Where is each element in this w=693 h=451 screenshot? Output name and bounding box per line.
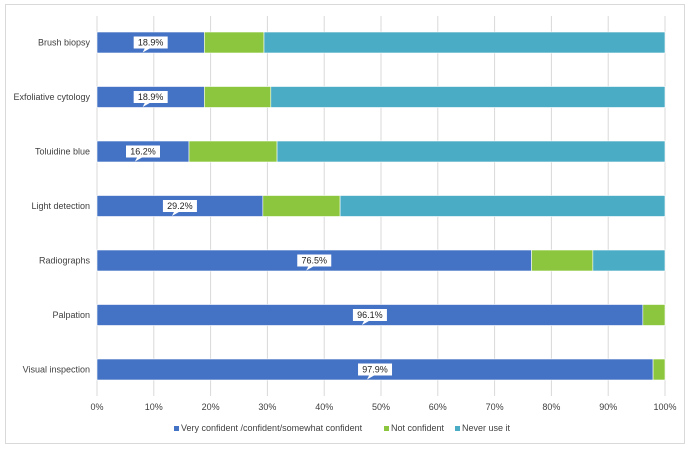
bar-segment: [652, 358, 666, 381]
data-label-box: [133, 91, 168, 103]
x-tick-label: 30%: [258, 402, 276, 412]
data-label: 96.1%: [352, 309, 387, 325]
legend-swatch: [174, 426, 179, 431]
data-label-text: 97.9%: [362, 365, 388, 375]
x-tick-label: 100%: [653, 402, 676, 412]
data-label-text: 18.9%: [138, 92, 164, 102]
data-label-text: 76.5%: [301, 256, 327, 266]
bar-segment: [592, 249, 666, 272]
bar-segment: [642, 304, 666, 326]
legend-label: Very confident /confident/somewhat confi…: [181, 423, 363, 433]
data-label-box: [133, 36, 168, 49]
x-tick-label: 60%: [429, 402, 447, 412]
data-label-pointer: [142, 103, 150, 107]
category-label: Brush biopsy: [38, 38, 91, 48]
data-label-text: 18.9%: [138, 38, 164, 48]
x-tick-labels: 0% 10% 20% 30% 40% 50% 60% 70% 80% 90% 100%: [90, 402, 676, 412]
bar-segment: [270, 86, 666, 108]
data-label-text: 96.1%: [357, 310, 383, 320]
legend-item: Very confident /confident/somewhat confi…: [174, 423, 363, 433]
legend-label: Not confident: [391, 423, 445, 433]
legend-swatch: [455, 426, 460, 431]
bar-segment: [531, 249, 594, 272]
data-label: 97.9%: [358, 363, 393, 380]
bar-segment: [339, 195, 666, 217]
bar-segment: [204, 31, 265, 54]
category-label: Radiographs: [39, 256, 91, 266]
x-tick-label: 50%: [372, 402, 390, 412]
x-tick-label: 70%: [486, 402, 504, 412]
x-tick-label: 80%: [542, 402, 560, 412]
x-tick-label: 20%: [202, 402, 220, 412]
data-label-pointer: [361, 321, 369, 325]
bar-segment: [276, 140, 666, 163]
x-tick-label: 0%: [90, 402, 103, 412]
bar-segment: [262, 195, 341, 217]
data-label-box: [297, 254, 332, 267]
data-label-box: [352, 309, 387, 321]
data-label: 18.9%: [133, 91, 168, 107]
legend: Very confident /confident/somewhat confi…: [174, 423, 511, 433]
bar-segment: [263, 31, 666, 54]
x-tick-label: 40%: [315, 402, 333, 412]
category-label: Toluidine blue: [35, 147, 90, 157]
data-label-text: 29.2%: [167, 201, 193, 211]
data-label: 29.2%: [162, 200, 197, 216]
data-label-pointer: [367, 375, 375, 380]
bar-segment: [204, 86, 272, 108]
data-label-box: [162, 200, 197, 212]
data-label: 16.2%: [126, 145, 161, 162]
category-label: Exfoliative cytology: [13, 92, 90, 102]
data-label-pointer: [142, 48, 150, 53]
data-label-pointer: [171, 212, 179, 216]
legend-label: Never use it: [462, 423, 511, 433]
data-label-pointer: [135, 157, 143, 162]
category-label: Palpation: [52, 310, 90, 320]
category-labels: Brush biopsy Exfoliative cytology Toluidin…: [13, 38, 90, 375]
data-label-pointer: [306, 266, 314, 271]
x-tick-label: 10%: [145, 402, 163, 412]
legend-swatch: [384, 426, 389, 431]
category-label: Visual inspection: [23, 365, 90, 375]
bar-segment: [188, 140, 278, 163]
data-label-box: [358, 363, 393, 376]
data-label-box: [126, 145, 161, 158]
data-label: 76.5%: [297, 254, 332, 271]
legend-item: Not confident: [384, 423, 445, 433]
legend-item: Never use it: [455, 423, 511, 433]
category-label: Light detection: [31, 201, 90, 211]
data-labels: 18.9% 18.9% 16.2% 29.2% 76.5% 96.1% 97.9%: [126, 36, 393, 380]
x-tick-label: 90%: [599, 402, 617, 412]
data-label-text: 16.2%: [130, 147, 156, 157]
data-label: 18.9%: [133, 36, 168, 53]
